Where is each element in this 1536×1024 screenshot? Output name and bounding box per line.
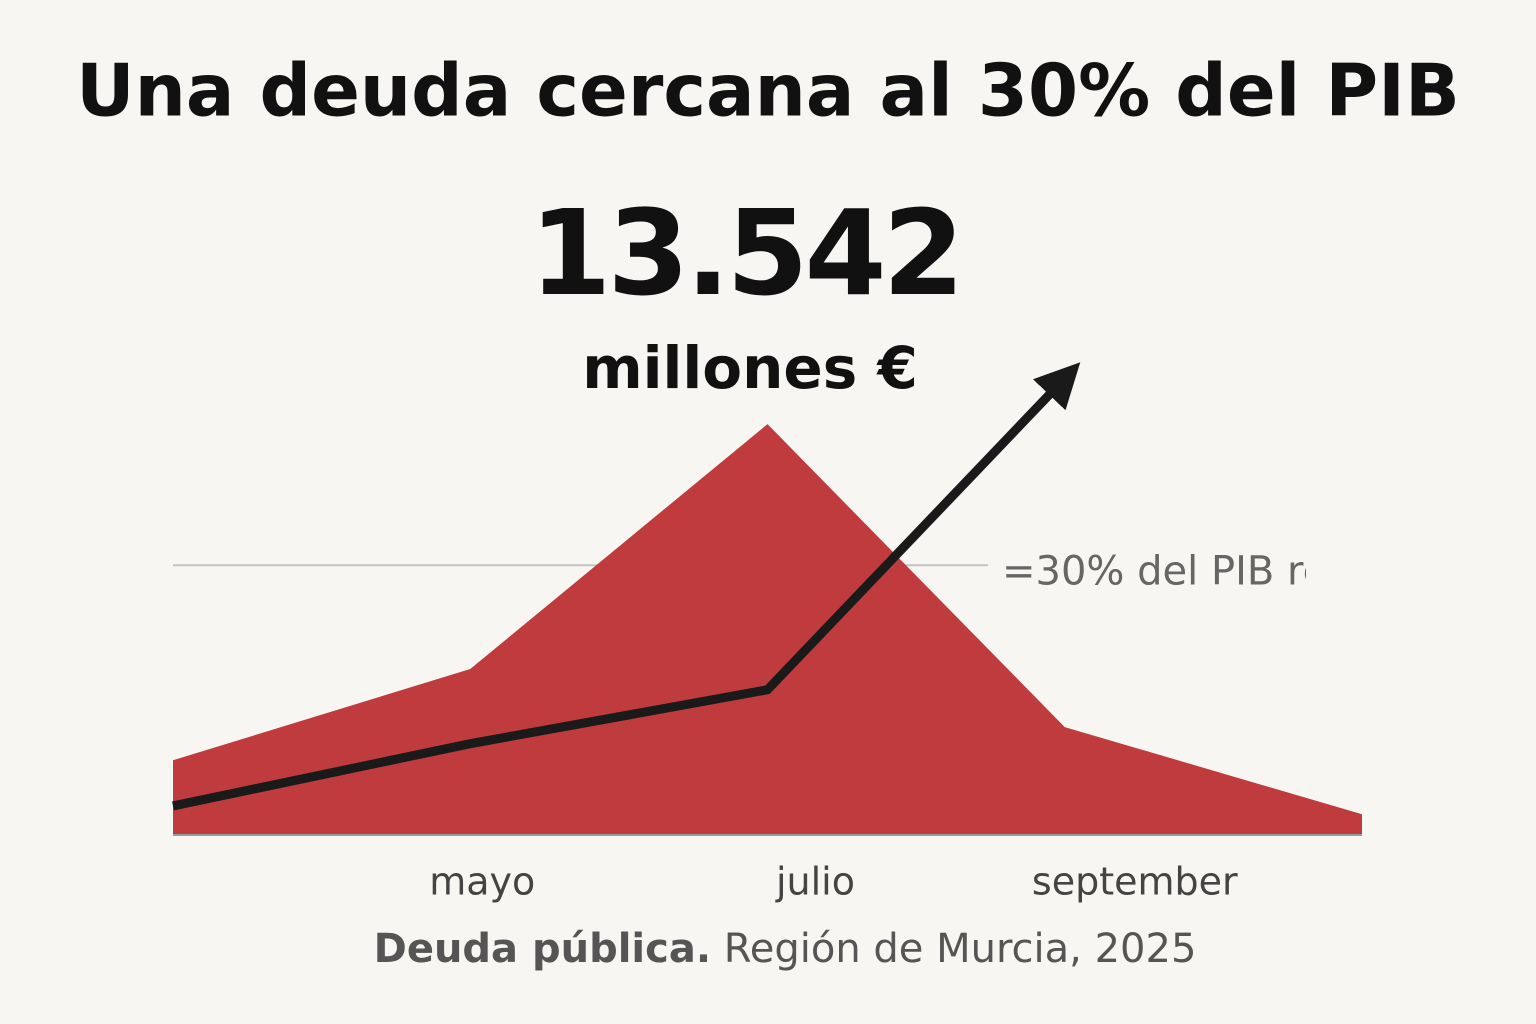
caption-bold: Deuda pública. bbox=[374, 926, 711, 972]
caption-text: Región de Murcia, 2025 bbox=[724, 926, 1197, 972]
line bbox=[172, 362, 1081, 811]
headline-unit: millones € bbox=[582, 334, 918, 402]
area bbox=[173, 424, 1362, 835]
x-tick-label: mayo bbox=[429, 860, 535, 904]
chart-title: Una deuda cercana al 30% del PIB bbox=[76, 49, 1460, 133]
x-tick-label: julio bbox=[775, 860, 855, 904]
caption: Deuda pública. Región de Murcia, 2025 bbox=[374, 926, 1197, 972]
plot-area: =30% del PIB reg mayo julio september bbox=[172, 362, 1362, 904]
headline-value: 13.542 bbox=[529, 184, 960, 322]
x-tick-label: september bbox=[1032, 860, 1238, 904]
reference-label: =30% del PIB reg bbox=[1002, 548, 1353, 594]
